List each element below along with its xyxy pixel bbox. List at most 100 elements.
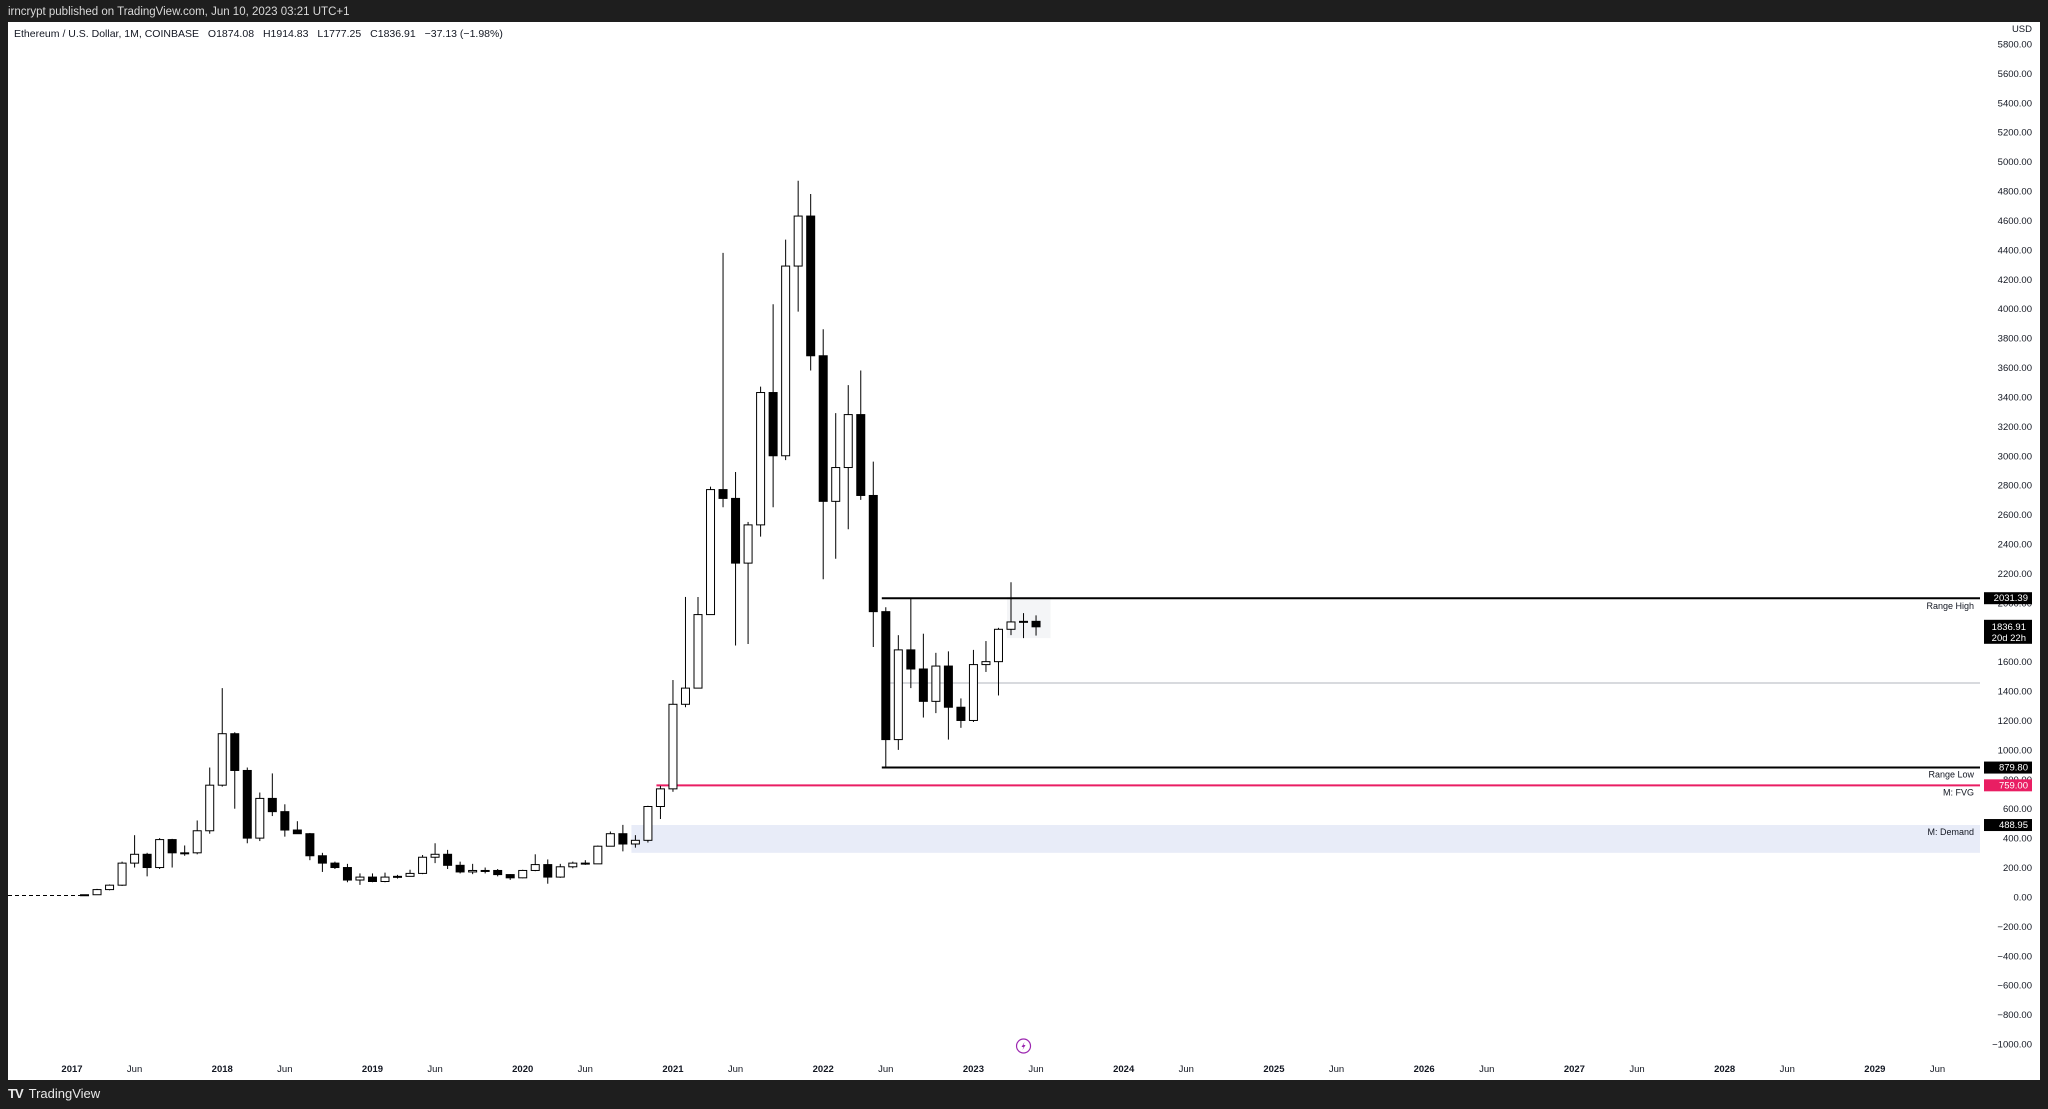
x-tick-label: Jun <box>427 1064 442 1075</box>
candle-body <box>756 392 766 526</box>
axis-currency: USD <box>2012 24 2032 35</box>
y-tick-label: 3200.00 <box>1998 422 2032 433</box>
price-badge-demand: 488.95 <box>1999 820 2028 831</box>
candle <box>906 598 916 689</box>
tradingview-logo[interactable]: TV TradingView <box>8 1086 100 1101</box>
candle-body <box>530 864 540 871</box>
candle <box>655 785 665 819</box>
candle-body <box>230 733 240 771</box>
candle-body <box>731 497 741 564</box>
candle <box>292 821 302 835</box>
candle-body <box>1031 620 1041 628</box>
candle-body <box>418 856 428 874</box>
candle-body <box>881 611 891 741</box>
candle-body <box>831 467 841 502</box>
candle <box>768 304 778 508</box>
candle <box>693 596 703 689</box>
candle-body <box>856 414 866 496</box>
x-tick-label: 2020 <box>512 1064 533 1075</box>
y-tick-label: −800.00 <box>1997 1010 2032 1021</box>
y-tick-label: 5200.00 <box>1998 128 2032 139</box>
x-tick-label: 2029 <box>1864 1064 1885 1075</box>
candle-body <box>956 706 966 721</box>
candle <box>943 651 953 740</box>
candle-body <box>1006 621 1016 630</box>
price-badge-m-fvg: 759.00 <box>1999 780 2028 791</box>
zone-highlight <box>1007 596 1051 639</box>
publish-header: irncrypt published on TradingView.com, J… <box>0 0 2048 22</box>
chart-panel[interactable]: Range High Range Low M: FVG M: Demand USD 580… <box>8 22 2040 1080</box>
candle-body <box>292 829 302 835</box>
candle <box>781 239 791 461</box>
x-tick-label: Jun <box>1629 1064 1644 1075</box>
candle-body <box>455 864 465 873</box>
candle-body <box>393 875 403 878</box>
candle-body <box>630 839 640 845</box>
candle-body <box>593 845 603 865</box>
y-tick-label: 600.00 <box>2003 804 2032 815</box>
tradingview-brand: TradingView <box>28 1086 101 1101</box>
x-tick-label: Jun <box>1930 1064 1945 1075</box>
y-tick-label: 4200.00 <box>1998 275 2032 286</box>
x-tick-label: 2022 <box>813 1064 834 1075</box>
candle-body <box>818 355 828 502</box>
candle <box>405 869 415 877</box>
candle <box>267 773 277 817</box>
candle-body <box>781 265 791 457</box>
candle-body <box>568 862 578 868</box>
y-tick-label: 1400.00 <box>1998 687 2032 698</box>
candle <box>443 849 453 869</box>
candle <box>142 852 152 877</box>
candle <box>981 641 991 672</box>
candle-body <box>305 833 315 857</box>
y-tick-label: 5400.00 <box>1998 98 2032 109</box>
candle <box>105 884 115 891</box>
candle <box>355 873 365 885</box>
candle <box>831 413 841 559</box>
candle <box>192 820 202 855</box>
x-tick-label: Jun <box>1780 1064 1795 1075</box>
x-tick-label: 2023 <box>963 1064 984 1075</box>
candle <box>330 861 340 869</box>
legend-low: L1777.25 <box>317 28 362 40</box>
candle-body <box>555 866 565 878</box>
legend-high: H1914.83 <box>262 28 309 40</box>
candle-body <box>468 869 478 873</box>
candle <box>505 874 515 880</box>
candle <box>731 471 741 646</box>
candle <box>993 627 1003 696</box>
candle <box>380 872 390 883</box>
candle <box>968 649 978 722</box>
candle-body <box>280 811 290 831</box>
candle <box>668 680 678 792</box>
x-tick-label: 2019 <box>362 1064 383 1075</box>
y-tick-label: 1200.00 <box>1998 716 2032 727</box>
candle-body <box>931 665 941 702</box>
candle-body <box>267 797 277 813</box>
candle-body <box>92 889 102 896</box>
level-label-range-low: Range Low <box>1928 770 1974 780</box>
candle-body <box>618 833 628 845</box>
candle <box>242 767 252 844</box>
candle <box>130 835 140 868</box>
y-tick-label: 2800.00 <box>1998 481 2032 492</box>
candle-body <box>743 524 753 564</box>
candle-body <box>806 215 816 357</box>
candle <box>718 252 728 508</box>
y-tick-label: 2400.00 <box>1998 540 2032 551</box>
candle <box>418 855 428 875</box>
candle-body <box>668 703 678 790</box>
candle-body <box>443 853 453 866</box>
candle-body <box>718 489 728 499</box>
candlestick-chart[interactable]: Range High Range Low M: FVG M: Demand USD 580… <box>8 22 2040 1080</box>
y-tick-label: −400.00 <box>1997 951 2032 962</box>
y-tick-label: 1000.00 <box>1998 745 2032 756</box>
x-tick-label: 2021 <box>662 1064 684 1075</box>
y-tick-label: 200.00 <box>2003 863 2032 874</box>
x-tick-label: 2018 <box>212 1064 233 1075</box>
candle-body <box>255 797 265 839</box>
candle <box>881 607 891 768</box>
candle <box>518 869 528 879</box>
candle <box>568 861 578 869</box>
candle <box>217 688 227 787</box>
